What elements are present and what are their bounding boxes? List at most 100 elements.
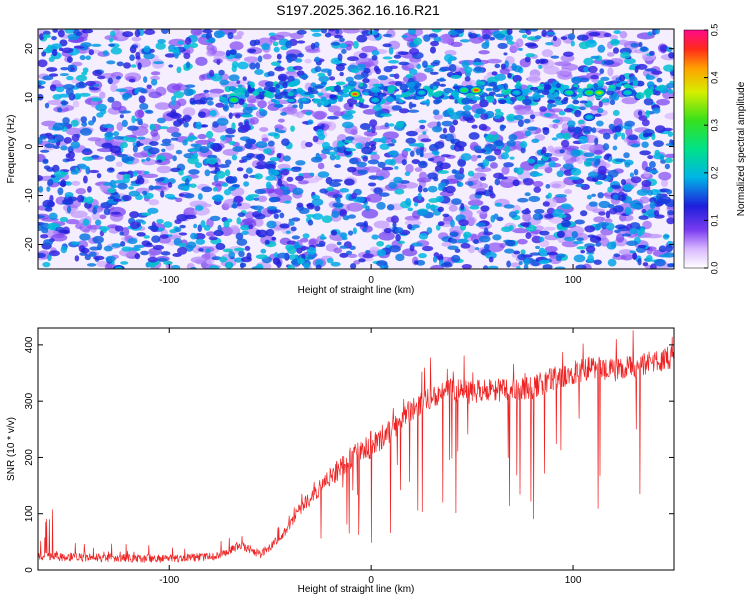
- heatmap-cell: [104, 154, 116, 162]
- heatmap-cell: [221, 182, 229, 187]
- heatmap-cell: [122, 93, 129, 101]
- heatmap-cell: [145, 110, 154, 114]
- heatmap-cell: [605, 89, 615, 96]
- heatmap-cell: [143, 45, 151, 53]
- heatmap-cell: [212, 187, 218, 192]
- heatmap-cell: [67, 150, 75, 159]
- heatmap-cell: [427, 172, 438, 180]
- heatmap-cell: [236, 30, 244, 37]
- heatmap-cell: [362, 253, 374, 259]
- heatmap-cell: [345, 110, 356, 115]
- heatmap-cell: [176, 213, 188, 222]
- heatmap-cell: [65, 88, 74, 96]
- heatmap-cell: [296, 40, 306, 44]
- heatmap-cell: [313, 126, 318, 131]
- heatmap-cell: [279, 186, 289, 191]
- heatmap-cell: [596, 120, 604, 127]
- heatmap-cell: [113, 131, 120, 137]
- heatmap-band-cell: [421, 100, 430, 104]
- heatmap-cell: [384, 159, 395, 165]
- heatmap-cell: [440, 154, 451, 158]
- heatmap-cell: [538, 259, 550, 265]
- heatmap-cell: [347, 214, 357, 219]
- heatmap-cell: [256, 160, 268, 167]
- heatmap-cell: [629, 250, 636, 254]
- heatmap-band-cell: [320, 96, 327, 102]
- heatmap-x-tick-label: -100: [159, 275, 179, 286]
- heatmap-cell: [508, 211, 517, 218]
- heatmap-cell: [209, 88, 225, 94]
- heatmap-cell: [277, 252, 289, 259]
- heatmap-cell: [255, 141, 268, 149]
- heatmap-cell: [666, 82, 674, 89]
- heatmap-cell: [277, 118, 285, 123]
- heatmap-band-cell: [556, 83, 562, 89]
- heatmap-cell: [560, 219, 571, 228]
- heatmap-cell: [378, 231, 395, 241]
- heatmap-cell: [590, 75, 599, 80]
- heatmap-cell: [200, 124, 209, 128]
- heatmap-cell: [255, 154, 263, 160]
- heatmap-cell: [635, 246, 647, 253]
- heatmap-cell: [279, 223, 290, 229]
- heatmap-band-cell: [256, 90, 267, 98]
- heatmap-cell: [48, 56, 55, 63]
- heatmap-cell: [248, 224, 254, 230]
- heatmap-cell: [197, 133, 207, 140]
- heatmap-cell: [499, 242, 506, 249]
- heatmap-cell: [327, 105, 341, 113]
- heatmap-cell: [245, 167, 253, 174]
- heatmap-cell: [232, 53, 243, 59]
- heatmap-band-cell: [275, 88, 281, 96]
- heatmap-cell: [629, 172, 634, 178]
- heatmap-cell: [195, 205, 204, 211]
- heatmap-cell: [427, 185, 438, 193]
- heatmap-cell: [372, 138, 383, 143]
- heatmap-cell: [554, 194, 567, 198]
- heatmap-cell: [532, 172, 544, 177]
- heatmap-cell: [140, 123, 149, 129]
- heatmap-cell: [88, 169, 100, 174]
- heatmap-cell: [240, 262, 247, 268]
- heatmap-cell: [475, 222, 486, 227]
- heatmap-band-cell: [296, 89, 306, 95]
- heatmap-cell: [82, 156, 94, 161]
- heatmap-cell: [152, 244, 165, 251]
- heatmap-cell: [52, 49, 58, 57]
- heatmap-cell: [115, 88, 128, 93]
- heatmap-cell: [397, 240, 405, 245]
- heatmap-cell: [295, 111, 304, 119]
- heatmap-cell: [371, 49, 380, 56]
- heatmap-cell: [550, 55, 560, 59]
- heatmap-cell: [368, 182, 377, 187]
- heatmap-band-cell: [415, 95, 425, 100]
- heatmap-cell: [146, 84, 152, 89]
- heatmap-band-cell: [362, 91, 369, 96]
- heatmap-cell: [381, 166, 394, 171]
- heatmap-cell: [474, 247, 480, 251]
- heatmap-cell: [576, 154, 584, 165]
- heatmap-cell: [315, 243, 326, 247]
- heatmap-cell: [128, 186, 134, 190]
- heatmap-cell: [526, 126, 538, 131]
- heatmap-cell: [597, 165, 607, 174]
- heatmap-cell: [539, 106, 547, 112]
- heatmap-cell: [44, 207, 53, 212]
- heatmap-cell: [172, 155, 177, 162]
- heatmap-cell: [70, 67, 76, 71]
- heatmap-cell: [546, 251, 558, 256]
- heatmap-cell: [345, 250, 353, 255]
- heatmap-band-cell: [301, 97, 307, 102]
- heatmap-cell: [556, 230, 565, 238]
- heatmap-cell: [156, 218, 164, 224]
- heatmap-cell: [273, 213, 279, 219]
- heatmap-cell: [464, 66, 473, 74]
- heatmap-cell: [283, 200, 292, 204]
- heatmap-cell: [296, 247, 303, 254]
- heatmap-cell: [449, 238, 458, 244]
- heatmap-cell: [51, 36, 57, 41]
- heatmap-cell: [129, 211, 140, 219]
- heatmap-cell: [83, 148, 91, 152]
- heatmap-cell: [320, 233, 325, 240]
- heatmap-cell: [102, 227, 108, 234]
